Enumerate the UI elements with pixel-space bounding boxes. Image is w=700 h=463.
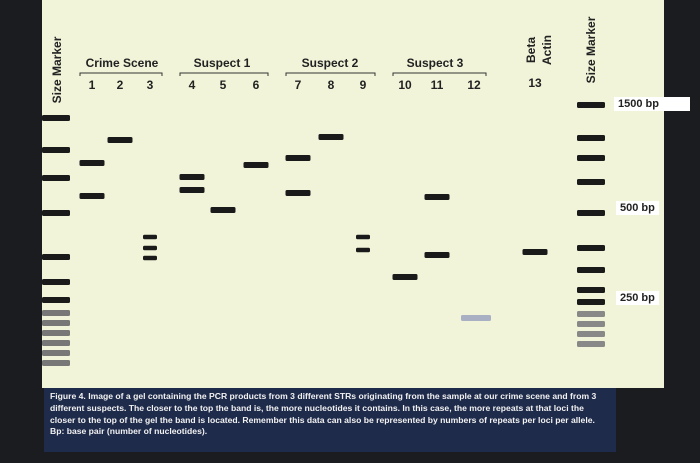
band: [107, 137, 133, 143]
band: [42, 360, 70, 366]
band: [42, 310, 70, 316]
lane-number: 1: [89, 78, 96, 92]
band: [522, 249, 548, 255]
lane-number: 12: [467, 78, 481, 92]
band: [42, 254, 70, 260]
lane-number: 13: [528, 76, 542, 90]
band: [42, 147, 70, 153]
band: [179, 174, 205, 180]
band: [577, 102, 605, 108]
band: [577, 331, 605, 337]
group-bracket: [179, 72, 269, 76]
band: [461, 315, 491, 321]
band: [424, 194, 450, 200]
group-label: Suspect 1: [194, 56, 251, 70]
size-label: 250 bp: [616, 291, 659, 305]
band: [392, 274, 418, 280]
lane-number: 6: [253, 78, 260, 92]
group-label: Suspect 3: [407, 56, 464, 70]
band: [577, 135, 605, 141]
lane-number: 7: [295, 78, 302, 92]
band: [318, 134, 344, 140]
size-label: 500 bp: [616, 201, 659, 215]
size-label: 1500 bp: [614, 97, 690, 111]
band: [143, 255, 157, 261]
band: [42, 115, 70, 121]
band: [577, 245, 605, 251]
band: [356, 247, 370, 253]
band: [577, 267, 605, 273]
band: [577, 210, 605, 216]
group-label: Suspect 2: [302, 56, 359, 70]
band: [179, 187, 205, 193]
actin-label: Actin: [540, 35, 554, 65]
band: [577, 287, 605, 293]
left-marker-label: Size Marker: [50, 36, 64, 103]
lane-number: 3: [147, 78, 154, 92]
beta-label: Beta: [524, 37, 538, 63]
band: [143, 245, 157, 251]
band: [79, 160, 105, 166]
band: [285, 190, 311, 196]
band: [577, 179, 605, 185]
caption: Figure 4. Image of a gel containing the …: [44, 388, 616, 452]
right-marker-label: Size Marker: [584, 16, 598, 83]
lane-number: 9: [360, 78, 367, 92]
band: [356, 234, 370, 240]
band: [577, 299, 605, 305]
band: [42, 330, 70, 336]
group-label: Crime Scene: [86, 56, 159, 70]
band: [42, 175, 70, 181]
band: [285, 155, 311, 161]
band: [243, 162, 269, 168]
band: [42, 320, 70, 326]
lane-number: 5: [220, 78, 227, 92]
band: [424, 252, 450, 258]
band: [577, 311, 605, 317]
band: [42, 210, 70, 216]
band: [79, 193, 105, 199]
group-bracket: [285, 72, 376, 76]
band: [577, 155, 605, 161]
lane-number: 2: [117, 78, 124, 92]
band: [42, 297, 70, 303]
lane-number: 4: [189, 78, 196, 92]
gel-background: [42, 0, 664, 388]
band: [143, 234, 157, 240]
band: [210, 207, 236, 213]
lane-number: 8: [328, 78, 335, 92]
lane-number: 11: [431, 78, 444, 92]
lane-number: 10: [398, 78, 412, 92]
band: [42, 279, 70, 285]
group-bracket: [79, 72, 163, 76]
band: [42, 340, 70, 346]
band: [577, 341, 605, 347]
band: [42, 350, 70, 356]
band: [577, 321, 605, 327]
group-bracket: [392, 72, 487, 76]
